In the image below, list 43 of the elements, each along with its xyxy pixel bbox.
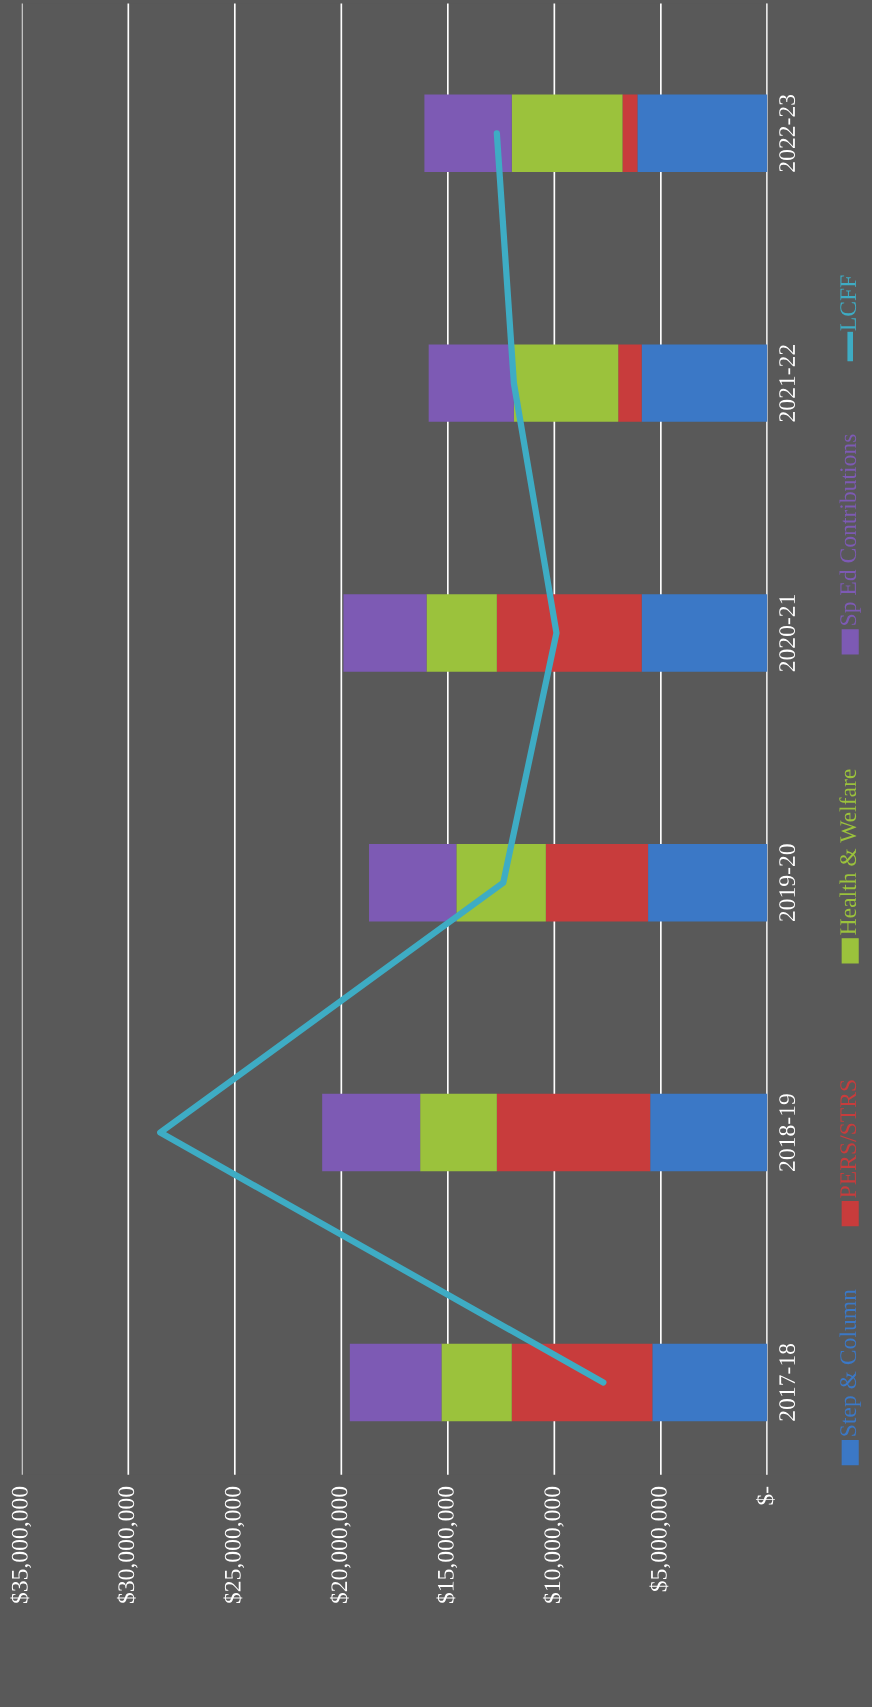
y-tick-label: 2017-18 — [779, 1343, 796, 1421]
x-tick-label: $15,000,000 — [436, 1486, 458, 1603]
bar — [652, 1343, 768, 1422]
bar — [496, 594, 642, 672]
y-tick-label: 2022-23 — [779, 94, 796, 172]
bar — [618, 344, 642, 422]
bar — [513, 344, 619, 422]
y-tick-label: 2020-21 — [779, 595, 796, 672]
x-tick-label: $30,000,000 — [116, 1486, 138, 1603]
x-tick-label: $35,000,000 — [10, 1486, 32, 1603]
bar — [420, 1093, 497, 1172]
bar — [641, 594, 768, 672]
y-tick-label: 2021-22 — [779, 345, 796, 422]
x-tick-label: $20,000,000 — [329, 1486, 351, 1603]
y-tick-label: 2019-20 — [779, 844, 796, 922]
bar — [456, 844, 546, 922]
bar — [496, 1093, 651, 1172]
bar — [441, 1343, 512, 1422]
text: PERS/STRS — [840, 1080, 857, 1198]
bar — [322, 1093, 421, 1172]
x-tick-label: $10,000,000 — [542, 1486, 564, 1603]
x-tick-label: $- — [755, 1486, 775, 1505]
bar — [426, 594, 497, 672]
bar — [650, 1093, 768, 1172]
x-tick-label: $5,000,000 — [649, 1486, 671, 1592]
bar — [511, 1343, 653, 1422]
bar — [637, 94, 768, 173]
text: LCFF — [840, 275, 857, 331]
bar — [648, 844, 768, 922]
bar — [428, 344, 514, 422]
bar — [511, 94, 623, 173]
bar — [349, 1343, 442, 1422]
text: Sp Ed Contributions — [839, 434, 861, 625]
bar — [424, 94, 512, 173]
bar — [343, 594, 427, 672]
text: Step & Column — [839, 1289, 861, 1436]
bar — [545, 844, 649, 922]
bar — [369, 844, 457, 922]
text: Health & Welfare — [839, 769, 857, 935]
x-tick-label: $25,000,000 — [223, 1486, 245, 1603]
y-tick-label: 2018-19 — [779, 1094, 796, 1171]
bar — [622, 94, 638, 173]
bar — [641, 344, 768, 422]
